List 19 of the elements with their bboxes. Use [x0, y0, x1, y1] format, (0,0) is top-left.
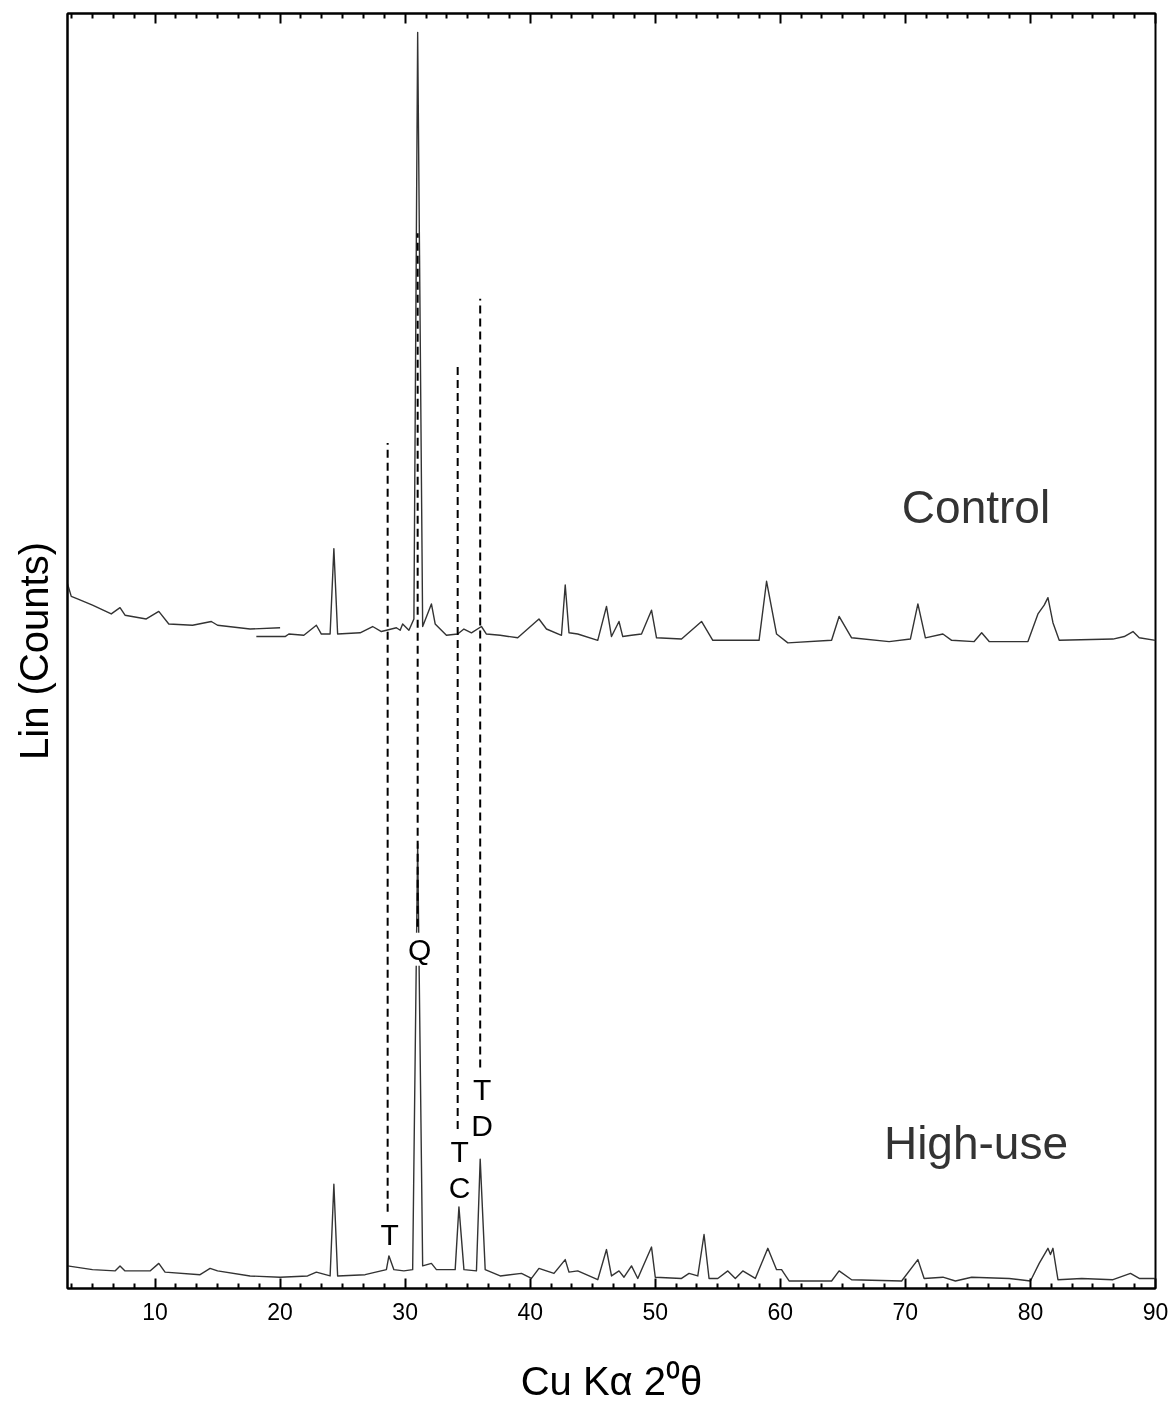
x-axis-title: Cu Kα 2⁰θ — [520, 1358, 703, 1403]
annotation: D — [471, 1109, 494, 1143]
x-tick-label: 80 — [1017, 1298, 1044, 1325]
annotation: Q — [407, 932, 432, 966]
annotation: T — [450, 1134, 469, 1168]
annotation: T — [380, 1217, 399, 1251]
x-tick-label: 30 — [392, 1298, 418, 1325]
annotation: C — [448, 1170, 471, 1204]
x-tick-label: 50 — [642, 1298, 669, 1325]
series-label: Control — [901, 480, 1051, 533]
x-tick-label: 10 — [142, 1298, 168, 1325]
y-axis-title: Lin (Counts) — [11, 542, 56, 760]
series-label: High-use — [883, 1117, 1069, 1170]
x-tick-label: 20 — [267, 1298, 293, 1325]
x-tick-label: 90 — [1142, 1298, 1169, 1325]
x-tick-label: 40 — [517, 1298, 544, 1325]
annotation: T — [473, 1073, 492, 1107]
x-tick-label: 60 — [767, 1298, 794, 1325]
x-tick-label: 70 — [892, 1298, 919, 1325]
